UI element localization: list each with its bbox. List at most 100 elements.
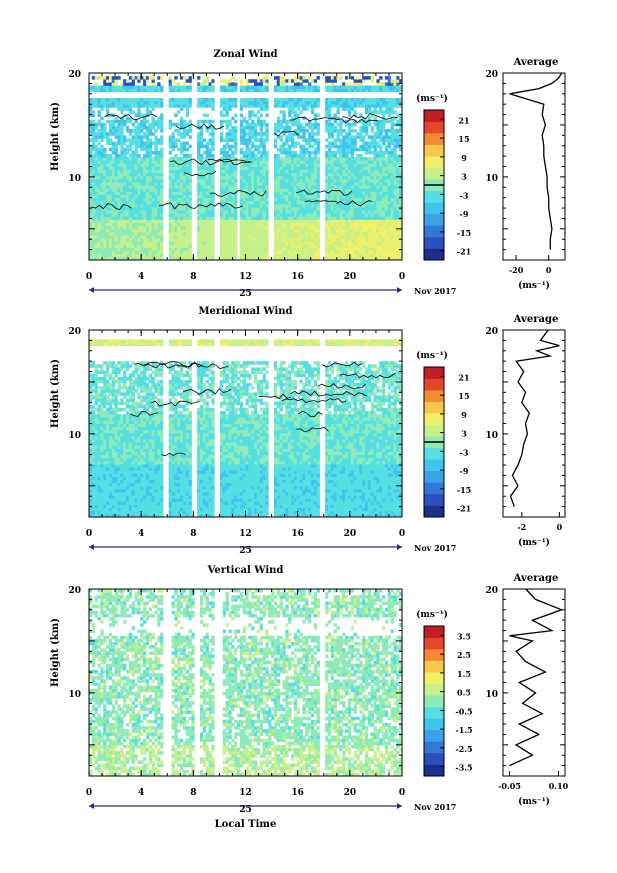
heatmap-cell	[182, 82, 187, 86]
heatmap-cell	[140, 250, 144, 255]
heatmap-cell	[333, 160, 337, 164]
heatmap-cell	[379, 241, 383, 245]
heatmap-cell	[342, 244, 346, 248]
heatmap-cell	[219, 197, 224, 202]
heatmap-cell	[151, 169, 155, 174]
heatmap-cell	[296, 235, 300, 239]
heatmap-cell	[296, 253, 300, 258]
heatmap-cell	[259, 222, 263, 227]
heatmap-cell	[359, 207, 363, 211]
heatmap-cell	[114, 225, 118, 230]
heatmap-cell	[350, 207, 355, 211]
heatmap-cell	[208, 178, 212, 183]
heatmap-cell	[245, 241, 249, 245]
heatmap-cell	[382, 129, 386, 133]
heatmap-cell	[333, 235, 337, 239]
heatmap-cell	[356, 194, 360, 199]
heatmap-cell	[379, 256, 383, 261]
heatmap-cell	[333, 154, 337, 158]
heatmap-cell	[177, 247, 181, 252]
heatmap-cell	[145, 79, 150, 83]
heatmap-cell	[376, 222, 380, 227]
heatmap-cell	[103, 175, 107, 180]
heatmap-cell	[128, 172, 133, 177]
heatmap-cell	[231, 144, 235, 149]
heatmap-cell	[211, 225, 215, 230]
heatmap-cell	[114, 222, 118, 227]
heatmap-cell	[393, 219, 397, 223]
heatmap-cell	[285, 150, 289, 155]
heatmap-cell	[202, 213, 207, 217]
heatmap-cell	[350, 154, 355, 158]
heatmap-cell	[137, 253, 141, 258]
heatmap-cell	[185, 97, 189, 102]
heatmap-cell	[248, 235, 252, 239]
heatmap-cell	[234, 97, 238, 102]
heatmap-cell	[231, 97, 235, 102]
heatmap-cell	[180, 244, 184, 248]
heatmap-cell	[384, 160, 389, 164]
heatmap-cell	[239, 228, 244, 233]
heatmap-cell	[180, 231, 184, 236]
heatmap-cell	[234, 238, 238, 242]
heatmap-cell	[387, 210, 392, 214]
heatmap-cell	[231, 182, 235, 186]
heatmap-cell	[365, 97, 369, 102]
heatmap-cell	[131, 235, 135, 239]
heatmap-cell	[296, 160, 300, 164]
heatmap-cell	[234, 88, 238, 93]
heatmap-cell	[393, 147, 397, 152]
heatmap-cell	[91, 104, 96, 108]
heatmap-cell	[291, 178, 295, 183]
heatmap-cell	[365, 194, 369, 199]
heatmap-cell	[308, 138, 312, 142]
heatmap-cell	[208, 244, 212, 248]
heatmap-cell	[188, 188, 192, 192]
heatmap-cell	[379, 147, 383, 152]
heatmap-cell	[282, 76, 286, 80]
heatmap-cell	[265, 157, 269, 161]
heatmap-cell	[199, 225, 204, 230]
heatmap-cell	[157, 141, 161, 146]
heatmap-cell	[234, 250, 238, 255]
heatmap-cell	[128, 197, 133, 202]
heatmap-cell	[120, 144, 124, 149]
heatmap-cell	[276, 200, 281, 205]
heatmap-cell	[123, 256, 127, 261]
heatmap-cell	[393, 235, 397, 239]
heatmap-cell	[296, 216, 300, 220]
heatmap-cell	[120, 191, 124, 195]
heatmap-cell	[265, 107, 269, 111]
heatmap-cell	[225, 222, 229, 227]
heatmap-cell	[134, 194, 138, 199]
heatmap-cell	[387, 160, 392, 164]
heatmap-cell	[396, 85, 400, 89]
heatmap-cell	[251, 200, 255, 205]
heatmap-cell	[205, 175, 209, 180]
heatmap-cell	[94, 216, 98, 220]
heatmap-cell	[111, 247, 116, 252]
heatmap-cell	[296, 188, 300, 192]
heatmap-cell	[370, 144, 374, 149]
heatmap-cell	[125, 169, 130, 174]
heatmap-cell	[254, 182, 258, 186]
heatmap-cell	[288, 150, 292, 155]
heatmap-cell	[251, 129, 255, 133]
heatmap-cell	[325, 122, 329, 127]
heatmap-cell	[182, 241, 187, 245]
heatmap-cell	[103, 256, 107, 261]
heatmap-cell	[225, 125, 229, 130]
heatmap-cell	[103, 129, 107, 133]
heatmap-cell	[137, 247, 141, 252]
heatmap-cell	[325, 163, 329, 167]
heatmap-cell	[365, 101, 369, 105]
heatmap-cell	[114, 125, 118, 130]
heatmap-cell	[293, 191, 298, 195]
heatmap-cell	[177, 219, 181, 223]
heatmap-cell	[259, 144, 263, 149]
heatmap-cell	[89, 138, 93, 142]
heatmap-cell	[265, 166, 269, 171]
heatmap-cell	[219, 110, 224, 114]
heatmap-cell	[117, 169, 121, 174]
heatmap-cell	[134, 141, 138, 146]
